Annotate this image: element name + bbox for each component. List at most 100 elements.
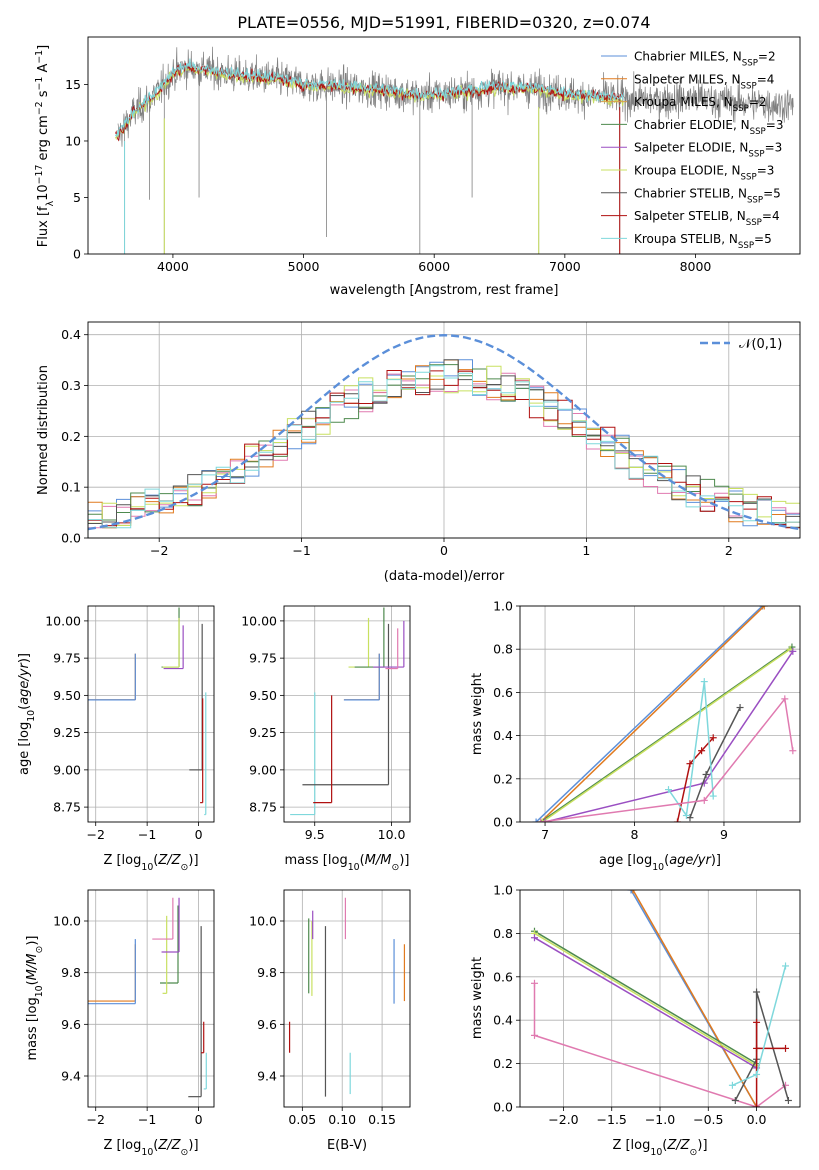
series-line-salpeter_miles xyxy=(632,890,758,1107)
age_vs_mass-plot-area xyxy=(290,607,405,816)
y-tick-label: 0.4 xyxy=(61,327,81,342)
mass_vs_Z-plot-area xyxy=(88,897,207,1098)
y-tick-label: 8.75 xyxy=(53,800,81,815)
y-axis-label: Normed distribution xyxy=(36,365,51,495)
x-tick-label: 0 xyxy=(195,827,203,842)
mass_vs_Z-frame xyxy=(87,889,215,1108)
y-tick-label: 10.0 xyxy=(249,914,277,929)
legend-entry: Kroupa ELODIE, NSSP=3 xyxy=(634,164,774,183)
series-line-kroupa_stelib xyxy=(732,965,787,1086)
y-tick-label: 9.4 xyxy=(257,1069,277,1084)
mass_vs_EBV-plot-area xyxy=(288,897,406,1097)
x-tick-label: −1 xyxy=(138,1112,156,1127)
mass_vs_Z-axes: −2 −1 0 9.4 9.6 9.8 10.0 Z [log10(Z/Z⊙)] mass [l… xyxy=(25,889,215,1158)
histogram-kroupa_stelib xyxy=(88,365,800,538)
y-axis-label: mass [log10(M/M⊙)] xyxy=(25,936,45,1061)
y-tick-label: 0.3 xyxy=(61,378,81,393)
x-tick-label: −2 xyxy=(150,543,168,558)
series-line-chabrier_elodie xyxy=(534,930,757,1065)
series-line-salpeter_miles xyxy=(540,606,765,822)
y-tick-label: 0.2 xyxy=(493,771,513,786)
y-tick-label: 9.25 xyxy=(249,725,277,740)
spectrum-axes: 4000 5000 6000 7000 8000 0 5 10 15 Chabrier MILES… xyxy=(34,36,801,298)
series-line-salpeter_elodie xyxy=(534,937,757,1069)
x-axis-label: Z [log10(Z/Z⊙)] xyxy=(103,1138,198,1158)
spectrum-legend: Chabrier MILES, NSSP=2 Salpeter MILES, NS… xyxy=(601,50,783,251)
series-line-pink xyxy=(540,697,794,822)
x-tick-label: 6000 xyxy=(418,259,450,274)
spectrum-frame xyxy=(87,36,801,255)
x-axis-label: wavelength [Angstrom, rest frame] xyxy=(330,283,559,298)
age_vs_mass-frame xyxy=(283,605,411,823)
y-tick-label: 0.0 xyxy=(61,531,81,546)
x-tick-label: 0 xyxy=(195,1112,203,1127)
series-line-salpeter_stelib xyxy=(676,737,714,822)
series-line-chabrier_elodie xyxy=(540,646,793,822)
y-tick-label: 0.8 xyxy=(493,926,513,941)
x-tick-label: 1 xyxy=(582,543,590,558)
x-tick-label: 8000 xyxy=(680,259,712,274)
age_vs_Z-axes: −2 −1 0 8.75 9.00 9.25 9.50 9.75 10.00 Z [log10(Z… xyxy=(17,605,215,873)
x-axis-label: mass [log10(M/M⊙)] xyxy=(285,853,410,873)
x-tick-label: 2 xyxy=(725,543,733,558)
y-tick-label: 8.75 xyxy=(249,800,277,815)
x-tick-label: −1.0 xyxy=(645,1112,675,1127)
y-tick-label: 9.50 xyxy=(53,688,81,703)
mass_vs_EBV-axes: 0.05 0.10 0.15 9.4 9.6 9.8 10.0 E(B-V) xyxy=(249,889,411,1153)
y-tick-label: 10 xyxy=(65,133,81,148)
y-tick-label: 0 xyxy=(73,247,81,262)
y-tick-label: 0.6 xyxy=(493,685,513,700)
series-line-kroupa_elodie xyxy=(541,648,791,822)
x-tick-label: −0.5 xyxy=(693,1112,723,1127)
mass_weight_vs_Z-plot-area xyxy=(530,890,792,1107)
legend-entry: Kroupa MILES, NSSP=2 xyxy=(634,95,767,114)
series-line-kroupa_stelib xyxy=(667,681,714,818)
legend-entry: Salpeter ELODIE, NSSP=3 xyxy=(634,141,782,160)
x-tick-label: −2 xyxy=(86,827,104,842)
age_vs_mass-axes: 9.5 10.0 8.75 9.00 9.25 9.50 9.75 10.00 mass [lo… xyxy=(241,605,411,873)
y-tick-label: 9.6 xyxy=(61,1017,81,1032)
x-tick-label: 9 xyxy=(720,827,728,842)
y-tick-label: 9.25 xyxy=(53,725,81,740)
x-tick-label: 7 xyxy=(541,827,549,842)
y-tick-label: 0.4 xyxy=(493,728,513,743)
x-tick-label: 9.5 xyxy=(305,827,325,842)
x-tick-label: 10.0 xyxy=(378,827,406,842)
legend-entry: Chabrier MILES, NSSP=2 xyxy=(634,50,776,69)
y-tick-label: 15 xyxy=(65,77,81,92)
y-axis-label: Flux [fλ10−17 erg cm−2 s−1 A−1] xyxy=(34,45,56,247)
spectrum-data-line xyxy=(117,46,794,147)
series-line-chabrier_miles xyxy=(535,606,763,822)
spectrum-plot-area xyxy=(114,46,794,254)
mass_weight_vs_Z-axes: −2.0 −1.5 −1.0 −0.5 0.0 0.0 0.2 0.4 0.6 0.8 1.0 Z [… xyxy=(470,883,801,1158)
x-tick-label: 8 xyxy=(631,827,639,842)
y-tick-label: 0.2 xyxy=(61,429,81,444)
x-tick-label: −1 xyxy=(138,827,156,842)
y-tick-label: 5 xyxy=(73,190,81,205)
x-tick-label: 0.0 xyxy=(747,1112,767,1127)
y-tick-label: 0.2 xyxy=(493,1056,513,1071)
mass_weight_vs_Z-frame xyxy=(519,889,801,1108)
residuals-axes: −2 −1 0 1 2 0.0 0.1 0.2 0.3 0.4 𝒩(0,1) (data-model)… xyxy=(36,321,801,584)
x-tick-label: 4000 xyxy=(157,259,189,274)
y-tick-label: 1.0 xyxy=(493,883,513,898)
y-tick-label: 9.75 xyxy=(249,651,277,666)
x-tick-label: −1.5 xyxy=(597,1112,627,1127)
legend-entry: Chabrier ELODIE, NSSP=3 xyxy=(634,118,783,137)
x-tick-label: 0.10 xyxy=(328,1112,356,1127)
y-tick-label: 9.00 xyxy=(53,762,81,777)
legend-entry: Kroupa STELIB, NSSP=5 xyxy=(634,232,772,251)
x-tick-label: −2 xyxy=(86,1112,104,1127)
y-tick-label: 0.8 xyxy=(493,642,513,657)
y-tick-label: 9.00 xyxy=(249,762,277,777)
x-axis-label: (data-model)/error xyxy=(384,569,505,584)
x-tick-label: 5000 xyxy=(288,259,320,274)
y-tick-label: 9.4 xyxy=(61,1069,81,1084)
y-tick-label: 9.6 xyxy=(257,1017,277,1032)
x-axis-label: Z [log10(Z/Z⊙)] xyxy=(103,853,198,873)
y-tick-label: 0.1 xyxy=(61,480,81,495)
y-tick-label: 0.0 xyxy=(493,815,513,830)
y-tick-label: 9.75 xyxy=(53,651,81,666)
